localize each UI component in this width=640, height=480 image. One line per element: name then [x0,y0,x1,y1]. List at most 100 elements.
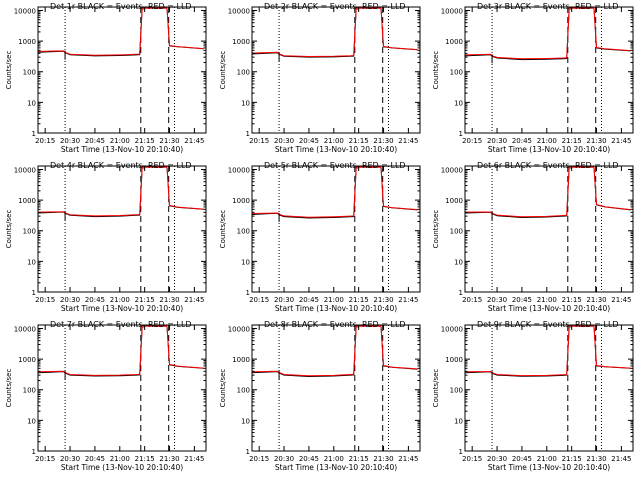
x-tick-label: 21:00 [537,296,557,304]
x-tick-label: 20:15 [35,455,55,463]
events-series-line [464,166,631,219]
chart-panel-2: 1 10 100 1000 10000 20:15 20:30 20:45 21:00 21:15… [219,2,421,154]
x-tick-label: 21:00 [537,455,557,463]
y-tick-label: 10000 [228,166,250,174]
y-tick-label: 10 [241,99,250,107]
y-tick-label: 1 [246,289,250,297]
y-tick-label: 10000 [441,7,463,15]
y-tick-label: 10 [454,99,463,107]
chart-panel-7: 1 10 100 1000 10000 20:15 20:30 20:45 21:00 21:15… [5,320,207,472]
x-tick-label: 20:30 [487,137,507,145]
plot-frame [251,6,421,134]
y-tick-label: 1 [459,448,463,456]
x-tick-label: 20:30 [487,296,507,304]
x-tick-label: 21:30 [159,455,179,463]
x-axis-label: Start Time (13-Nov-10 20:10:40) [275,463,397,472]
y-tick-label: 1000 [445,197,463,205]
y-axis-label: Counts/sec [432,210,440,249]
x-tick-label: 20:30 [60,455,80,463]
y-axis-label: Counts/sec [432,369,440,408]
x-tick-label: 21:30 [373,455,393,463]
y-tick-label: 100 [450,387,463,395]
x-tick-label: 21:00 [324,137,344,145]
y-axis-label: Counts/sec [432,51,440,90]
y-axis-label: Counts/sec [5,210,13,249]
x-tick-label: 20:45 [512,455,532,463]
chart-panel-4: 1 10 100 1000 10000 20:15 20:30 20:45 21:00 21:15… [5,161,207,313]
x-axis-label: Start Time (13-Nov-10 20:10:40) [488,463,610,472]
x-tick-label: 20:30 [274,455,294,463]
lld-series-line [464,325,631,377]
y-tick-label: 1000 [445,356,463,364]
x-tick-label: 20:45 [512,137,532,145]
x-tick-label: 21:15 [562,296,582,304]
y-tick-label: 1000 [232,197,250,205]
lld-series-line [251,7,418,58]
x-tick-label: 21:00 [324,455,344,463]
y-tick-label: 1000 [232,38,250,46]
events-series-line [464,7,631,61]
chart-panel-3: 1 10 100 1000 10000 20:15 20:30 20:45 21:00 21:15… [432,2,634,154]
x-axis-label: Start Time (13-Nov-10 20:10:40) [61,304,183,313]
x-tick-label: 21:30 [586,137,606,145]
y-tick-label: 100 [450,69,463,77]
events-series-line [37,325,204,377]
x-tick-label: 20:15 [35,296,55,304]
y-tick-label: 10000 [441,325,463,333]
y-tick-label: 100 [450,228,463,236]
x-tick-label: 21:30 [159,137,179,145]
y-tick-label: 10000 [441,166,463,174]
y-tick-label: 10000 [14,325,36,333]
x-tick-label: 21:45 [184,296,204,304]
x-axis-label: Start Time (13-Nov-10 20:10:40) [275,145,397,154]
lld-series-line [251,166,418,218]
x-tick-label: 21:15 [562,137,582,145]
y-tick-label: 10 [27,417,36,425]
plot-frame [464,165,634,293]
y-tick-label: 1000 [18,356,36,364]
y-axis-label: Counts/sec [5,369,13,408]
chart-title: Det 2r BLACK = Events, RED = LLD [264,2,406,11]
y-tick-label: 10 [241,258,250,266]
x-tick-label: 20:45 [299,137,319,145]
y-tick-label: 10000 [228,325,250,333]
y-tick-label: 10 [27,99,36,107]
events-series-line [464,325,631,377]
x-tick-label: 21:30 [586,296,606,304]
x-tick-label: 21:15 [135,137,155,145]
chart-title: Det 3r BLACK = Events, RED = LLD [477,2,619,11]
chart-panel-5: 1 10 100 1000 10000 20:15 20:30 20:45 21:00 21:15… [219,161,421,313]
y-tick-label: 1 [459,130,463,138]
y-tick-label: 10 [27,258,36,266]
x-tick-label: 21:00 [324,296,344,304]
x-tick-label: 20:15 [462,455,482,463]
x-tick-label: 21:00 [110,455,130,463]
chart-title: Det 1r BLACK = Events, RED = LLD [50,2,192,11]
chart-panel-8: 1 10 100 1000 10000 20:15 20:30 20:45 21:00 21:15… [219,320,421,472]
x-tick-label: 21:15 [349,137,369,145]
x-tick-label: 21:00 [537,137,557,145]
chart-panel-1: 1 10 100 1000 10000 20:15 20:30 20:45 21:00 21:15… [5,2,207,154]
chart-title: Det 8r BLACK = Events, RED = LLD [264,320,406,329]
x-tick-label: 21:45 [398,137,418,145]
chart-panel-6: 1 10 100 1000 10000 20:15 20:30 20:45 21:00 21:15… [432,161,634,313]
x-axis-label: Start Time (13-Nov-10 20:10:40) [488,145,610,154]
y-tick-label: 10000 [228,7,250,15]
x-tick-label: 20:15 [249,455,269,463]
y-tick-label: 100 [237,387,250,395]
plot-frame [251,165,421,293]
y-tick-label: 1000 [232,356,250,364]
x-tick-label: 21:45 [184,455,204,463]
lld-series-line [464,166,631,218]
x-tick-label: 20:30 [60,137,80,145]
y-tick-label: 10000 [14,7,36,15]
x-tick-label: 21:45 [611,296,631,304]
x-tick-label: 21:45 [611,137,631,145]
chart-title: Det 5r BLACK = Events, RED = LLD [264,161,406,170]
x-tick-label: 21:15 [135,455,155,463]
x-tick-label: 20:15 [462,137,482,145]
y-tick-label: 10 [454,417,463,425]
chart-title: Det 9r BLACK = Events, RED = LLD [477,320,619,329]
x-tick-label: 21:15 [349,455,369,463]
